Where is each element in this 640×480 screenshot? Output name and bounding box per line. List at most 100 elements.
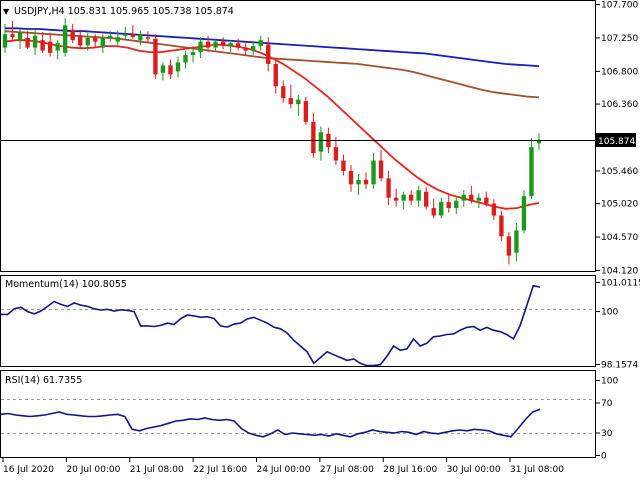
bearish-candle xyxy=(70,29,75,41)
bullish-candle xyxy=(190,52,196,56)
bearish-candle xyxy=(273,63,278,87)
momentum-axis: 101.0115 100 98.1574 xyxy=(596,279,640,371)
rsi-axis: 100 70 30 0 xyxy=(596,377,618,462)
bearish-candle xyxy=(363,179,369,185)
bearish-candle xyxy=(10,34,15,38)
bullish-candle xyxy=(17,32,23,41)
momentum-panel[interactable]: 101.0115 100 98.1574 Momentum(14) 100.8055 xyxy=(0,275,640,371)
bullish-candle xyxy=(108,35,113,38)
time-tick-label: 30 Jul 00:00 xyxy=(447,465,501,475)
bullish-candle xyxy=(251,46,256,51)
bullish-candle xyxy=(439,202,444,216)
bearish-candle xyxy=(281,86,286,99)
price-tick-label: 107.700 xyxy=(601,1,638,11)
bullish-candle xyxy=(416,190,421,201)
sma-slow-line xyxy=(4,30,540,99)
time-tick-label: 20 Jul 00:00 xyxy=(66,465,120,475)
bullish-candle xyxy=(160,65,166,73)
bearish-candle xyxy=(506,236,512,256)
symbol-info: USDJPY,H4 105.831 105.965 105.738 105.87… xyxy=(14,6,234,17)
candlesticks xyxy=(2,17,542,265)
bullish-candle xyxy=(55,43,60,51)
bearish-candle xyxy=(341,160,346,171)
bullish-candle xyxy=(461,194,466,201)
bearish-candle xyxy=(386,178,391,198)
bearish-candle xyxy=(78,35,83,46)
bearish-candle xyxy=(499,215,504,237)
bullish-candle xyxy=(32,35,38,48)
momentum-title: Momentum(14) 100.8055 xyxy=(5,279,127,290)
momentum-tick-label: 100 xyxy=(601,308,618,318)
bullish-candle xyxy=(454,200,459,209)
price-tick-label: 106.360 xyxy=(601,100,638,110)
bullish-candle xyxy=(123,34,128,36)
bullish-candle xyxy=(401,194,406,201)
rsi-tick-label: 0 xyxy=(601,452,607,462)
bearish-candle xyxy=(393,197,399,201)
bullish-candle xyxy=(536,140,542,144)
bullish-candle xyxy=(529,147,534,197)
bearish-candle xyxy=(333,147,339,161)
bearish-candle xyxy=(484,197,489,204)
bullish-candle xyxy=(213,41,218,48)
price-tick-label: 104.120 xyxy=(601,267,638,277)
momentum-panel-frame xyxy=(0,275,596,367)
time-tick-label: 31 Jul 08:00 xyxy=(510,465,564,475)
bullish-candle xyxy=(258,40,263,47)
bearish-candle xyxy=(378,160,384,179)
bearish-candle xyxy=(153,38,158,75)
time-tick-label: 22 Jul 16:00 xyxy=(193,465,247,475)
bearish-candle xyxy=(220,41,226,45)
momentum-line xyxy=(1,284,541,367)
bearish-candle xyxy=(288,98,293,105)
bearish-candle xyxy=(303,101,309,122)
bearish-candle xyxy=(243,47,248,51)
rsi-title: RSI(14) 61.7355 xyxy=(5,375,82,386)
bullish-candle xyxy=(371,160,376,185)
rsi-tick-label: 100 xyxy=(601,377,618,387)
price-tick-label: 106.800 xyxy=(601,67,638,77)
chart-header: ▼ USDJPY,H4 105.831 105.965 105.738 105.… xyxy=(3,6,234,17)
price-panel[interactable]: 107.700 107.250 106.800 106.360 105.460 105.0… xyxy=(0,0,638,277)
bullish-candle xyxy=(521,196,527,231)
rsi-panel[interactable]: 100 70 30 0 RSI(14) 61.7355 xyxy=(0,370,619,462)
price-panel-frame xyxy=(0,0,596,272)
bearish-candle xyxy=(168,65,173,75)
time-tick-label: 27 Jul 08:00 xyxy=(320,465,374,475)
bearish-candle xyxy=(469,194,474,201)
bearish-candle xyxy=(25,37,30,48)
price-tick-label: 104.570 xyxy=(601,233,638,243)
momentum-tick-label: 101.0115 xyxy=(601,279,640,289)
bearish-candle xyxy=(266,44,271,64)
rsi-line xyxy=(0,408,541,438)
rsi-tick-label: 70 xyxy=(601,399,613,409)
bullish-candle xyxy=(476,197,482,201)
bullish-candle xyxy=(183,55,188,63)
moving-averages xyxy=(4,27,540,210)
rsi-panel-frame xyxy=(0,370,596,458)
time-tick-label: 21 Jul 08:00 xyxy=(130,465,184,475)
bearish-candle xyxy=(40,40,45,51)
bearish-candle xyxy=(145,37,151,39)
bearish-candle xyxy=(93,37,98,42)
bullish-candle xyxy=(318,132,324,152)
rsi-tick-label: 30 xyxy=(601,429,613,439)
price-tick-label: 107.250 xyxy=(601,34,638,44)
bearish-candle xyxy=(408,194,414,201)
bearish-candle xyxy=(47,41,53,53)
sma-mid-line xyxy=(5,27,540,68)
bearish-candle xyxy=(424,191,429,207)
bullish-candle xyxy=(356,179,361,185)
bullish-candle xyxy=(296,99,301,105)
time-tick-label: 24 Jul 00:00 xyxy=(257,465,311,475)
bullish-candle xyxy=(175,62,181,72)
momentum-tick-label: 98.1574 xyxy=(601,361,638,371)
collapse-arrow-icon[interactable]: ▼ xyxy=(3,7,10,16)
bullish-candle xyxy=(198,41,203,53)
bearish-candle xyxy=(130,34,136,38)
bullish-candle xyxy=(85,37,90,46)
price-tick-label: 105.020 xyxy=(601,200,638,210)
bullish-candle xyxy=(138,34,143,41)
time-tick-label: 16 Jul 2020 xyxy=(3,465,54,475)
